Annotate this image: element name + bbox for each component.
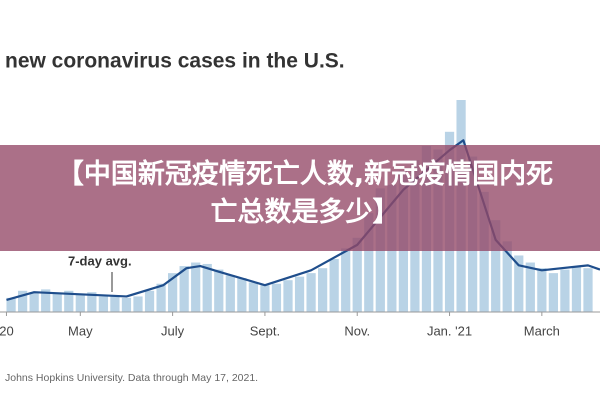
line <box>6 139 600 302</box>
bar <box>248 282 258 312</box>
bar <box>318 268 328 312</box>
x-tick-label: 20 <box>0 323 14 338</box>
bar <box>306 273 316 312</box>
bar <box>144 290 155 312</box>
x-tick-label: Jan. '21 <box>427 323 472 338</box>
bar <box>237 278 247 312</box>
bar <box>502 241 512 312</box>
banner: 【中国新冠疫情死亡人数,新冠疫情国内死亡总数是多少】 <box>0 145 600 251</box>
bar <box>352 237 362 312</box>
source: Johns Hopkins University. Data through M… <box>5 372 258 384</box>
x-tick-label: Sept. <box>250 323 280 338</box>
bar <box>29 292 39 312</box>
bar <box>225 275 235 312</box>
bar <box>560 269 570 312</box>
bar <box>260 285 270 312</box>
bar <box>283 280 293 312</box>
bar <box>341 248 351 312</box>
bar <box>75 294 85 312</box>
bar <box>87 292 97 312</box>
bar <box>583 268 593 312</box>
bar <box>537 268 547 312</box>
x-tick-label: Nov. <box>344 323 370 338</box>
bar <box>6 297 16 312</box>
bar <box>156 283 166 312</box>
bar <box>52 292 62 312</box>
bar <box>214 269 224 312</box>
x-tick-label: July <box>161 323 185 338</box>
bar <box>479 191 489 312</box>
bar <box>191 262 201 312</box>
bar <box>571 266 582 312</box>
bar <box>202 263 212 312</box>
bar <box>110 295 120 312</box>
bar <box>179 266 189 312</box>
chart-title: new coronavirus cases in the U.S. <box>5 50 345 73</box>
bar <box>41 289 51 312</box>
bar <box>364 213 374 312</box>
bar <box>168 273 178 312</box>
x-tick-label: March <box>524 323 560 338</box>
bar <box>121 297 132 312</box>
x-tick-label: May <box>68 323 93 338</box>
banner-text: 【中国新冠疫情死亡人数,新冠疫情国内死亡总数是多少】 <box>56 159 554 228</box>
bar <box>514 255 524 312</box>
bar <box>329 259 339 312</box>
bar <box>64 290 74 312</box>
annotation: 7-day avg. <box>68 253 132 268</box>
bar <box>548 273 558 312</box>
bar <box>491 220 501 312</box>
bar <box>294 276 305 312</box>
bar <box>271 283 282 312</box>
bar <box>18 290 28 312</box>
bar <box>525 262 535 312</box>
bar <box>98 296 108 312</box>
bar <box>133 296 143 312</box>
